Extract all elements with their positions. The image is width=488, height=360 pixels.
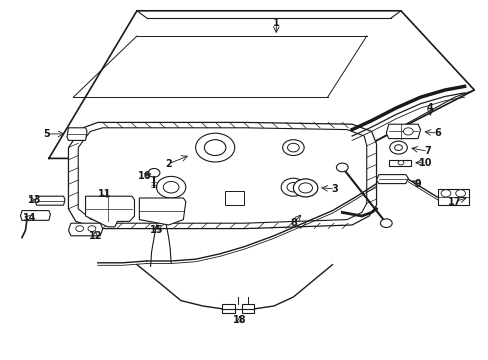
Polygon shape bbox=[67, 128, 87, 140]
Text: 2: 2 bbox=[165, 159, 172, 169]
Polygon shape bbox=[139, 198, 185, 225]
Polygon shape bbox=[224, 191, 244, 205]
Text: 18: 18 bbox=[232, 315, 246, 325]
Circle shape bbox=[281, 178, 305, 196]
Text: 7: 7 bbox=[424, 146, 430, 156]
Text: 3: 3 bbox=[331, 184, 338, 194]
Circle shape bbox=[380, 219, 391, 228]
Circle shape bbox=[397, 161, 403, 165]
Circle shape bbox=[204, 140, 225, 156]
Circle shape bbox=[394, 145, 402, 150]
Text: 5: 5 bbox=[43, 129, 50, 139]
Circle shape bbox=[286, 183, 299, 192]
Text: 9: 9 bbox=[414, 179, 421, 189]
Polygon shape bbox=[242, 304, 254, 313]
Text: 6: 6 bbox=[433, 128, 440, 138]
Circle shape bbox=[195, 133, 234, 162]
Text: 4: 4 bbox=[426, 103, 433, 113]
Polygon shape bbox=[386, 124, 420, 139]
Text: 15: 15 bbox=[149, 225, 163, 235]
Polygon shape bbox=[68, 223, 102, 236]
Polygon shape bbox=[85, 196, 134, 227]
Circle shape bbox=[403, 128, 412, 135]
Text: 10: 10 bbox=[418, 158, 431, 168]
Circle shape bbox=[293, 179, 317, 197]
Polygon shape bbox=[437, 189, 468, 205]
Text: 1: 1 bbox=[272, 18, 279, 28]
Circle shape bbox=[76, 226, 83, 231]
Circle shape bbox=[455, 190, 465, 197]
Polygon shape bbox=[49, 11, 473, 158]
Polygon shape bbox=[388, 160, 410, 166]
Circle shape bbox=[163, 181, 179, 193]
Text: 13: 13 bbox=[27, 195, 41, 205]
Polygon shape bbox=[376, 175, 407, 184]
Circle shape bbox=[282, 140, 304, 156]
Circle shape bbox=[287, 143, 299, 152]
Text: 16: 16 bbox=[137, 171, 151, 181]
Circle shape bbox=[440, 190, 450, 197]
Text: 14: 14 bbox=[22, 213, 36, 223]
Text: 11: 11 bbox=[98, 189, 112, 199]
Polygon shape bbox=[222, 304, 234, 313]
Polygon shape bbox=[20, 211, 50, 220]
Text: 8: 8 bbox=[289, 218, 296, 228]
Text: 17: 17 bbox=[447, 197, 461, 207]
Circle shape bbox=[389, 141, 407, 154]
Circle shape bbox=[156, 176, 185, 198]
Circle shape bbox=[336, 163, 347, 172]
Circle shape bbox=[298, 183, 312, 193]
Circle shape bbox=[148, 168, 160, 177]
Polygon shape bbox=[35, 196, 65, 205]
Polygon shape bbox=[68, 122, 376, 229]
Circle shape bbox=[88, 226, 96, 231]
Text: 12: 12 bbox=[88, 231, 102, 241]
